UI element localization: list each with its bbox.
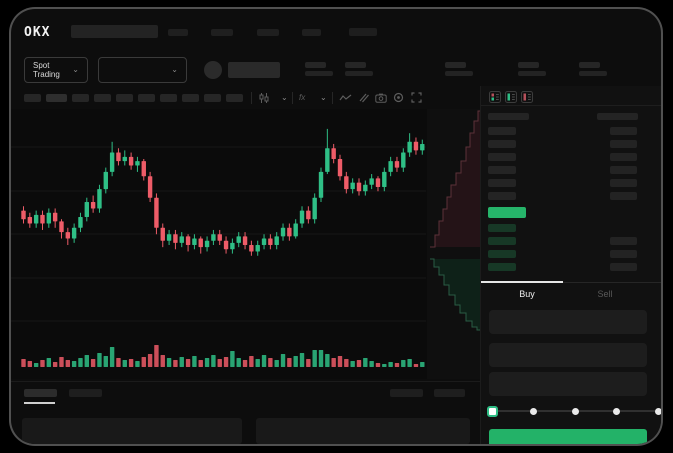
chevron-down-icon[interactable]: ⌄	[320, 93, 327, 102]
order-book-trade-panel: Buy Sell	[480, 86, 661, 444]
trading-mode-selector[interactable]: Spot Trading ⌄	[24, 57, 88, 83]
ask-amount-placeholder[interactable]	[610, 179, 637, 187]
bid-price-placeholder[interactable]	[488, 263, 516, 271]
slider-stop-dot[interactable]	[530, 407, 537, 415]
orderbook-layout-both-icon[interactable]	[489, 91, 501, 103]
ask-price-placeholder[interactable]	[488, 140, 516, 148]
coin-avatar[interactable]	[204, 61, 222, 79]
orders-tab[interactable]	[69, 389, 102, 397]
candlestick-chart[interactable]	[11, 109, 481, 379]
timeframe-button[interactable]	[204, 94, 221, 102]
last-price-indicator[interactable]	[488, 207, 526, 218]
tab-sell[interactable]: Sell	[597, 289, 613, 299]
pair-selector[interactable]: ⌄	[98, 57, 187, 83]
stat-value-placeholder	[445, 71, 473, 76]
ask-amount-placeholder[interactable]	[610, 153, 637, 161]
slider-handle[interactable]	[486, 405, 498, 417]
timeframe-button[interactable]	[72, 94, 89, 102]
stat-value-placeholder	[518, 71, 546, 76]
stat-value-placeholder	[345, 71, 373, 76]
timeframe-button[interactable]	[94, 94, 111, 102]
timeframe-button[interactable]	[24, 94, 41, 102]
orders-action-button[interactable]	[434, 389, 465, 397]
camera-screenshot-icon[interactable]	[375, 93, 387, 103]
stat-value-placeholder	[579, 71, 607, 76]
nav-item-placeholder[interactable]	[257, 29, 279, 36]
orderbook-col-header-amount	[597, 113, 638, 120]
orderbook-layout-asks-icon[interactable]	[521, 91, 533, 103]
timeframe-button[interactable]	[226, 94, 243, 102]
chevron-down-icon[interactable]: ⌄	[281, 93, 288, 102]
header-right-item[interactable]	[349, 28, 377, 36]
timeframe-button[interactable]	[116, 94, 133, 102]
stat-label-placeholder	[579, 62, 600, 68]
trading-app-window: OKX Spot Trading ⌄ ⌄ ⌄ fx ⌄	[9, 7, 663, 446]
section-divider	[11, 381, 481, 382]
ask-amount-placeholder[interactable]	[610, 140, 637, 148]
price-input[interactable]	[489, 310, 647, 334]
chevron-down-icon: ⌄	[72, 65, 79, 74]
bid-amount-placeholder[interactable]	[610, 263, 637, 271]
toolbar-divider	[332, 92, 333, 104]
total-input[interactable]	[489, 372, 647, 396]
nav-item-placeholder[interactable]	[302, 29, 321, 36]
orders-table-placeholder	[22, 418, 242, 444]
indicators-icon[interactable]: fx	[299, 93, 306, 102]
ask-price-placeholder[interactable]	[488, 192, 516, 200]
slider-stop-dot[interactable]	[654, 407, 661, 415]
stat-label-placeholder	[345, 62, 366, 68]
bid-amount-placeholder[interactable]	[610, 237, 637, 245]
tab-buy[interactable]: Buy	[519, 289, 535, 299]
panel-divider	[481, 105, 661, 106]
ask-price-placeholder[interactable]	[488, 166, 516, 174]
timeframe-button[interactable]	[46, 94, 67, 102]
timeframe-button[interactable]	[138, 94, 155, 102]
orders-action-button[interactable]	[390, 389, 423, 397]
ask-price-placeholder[interactable]	[488, 127, 516, 135]
stat-label-placeholder	[518, 62, 539, 68]
orders-table-placeholder	[256, 418, 470, 444]
orderbook-layout-bids-icon[interactable]	[505, 91, 517, 103]
active-tab-indicator	[481, 281, 563, 283]
stat-label-placeholder	[445, 62, 466, 68]
ask-price-placeholder[interactable]	[488, 179, 516, 187]
nav-item-placeholder[interactable]	[168, 29, 188, 36]
amount-input[interactable]	[489, 343, 647, 367]
search-input[interactable]	[71, 25, 158, 38]
timeframe-button[interactable]	[160, 94, 177, 102]
bid-price-placeholder[interactable]	[488, 237, 516, 245]
toolbar-divider	[292, 92, 293, 104]
settings-gear-icon[interactable]	[393, 92, 404, 103]
bid-amount-placeholder[interactable]	[610, 250, 637, 258]
orders-tab-active[interactable]	[24, 389, 57, 397]
bid-price-placeholder[interactable]	[488, 224, 516, 232]
line-tool-icon[interactable]	[339, 93, 352, 103]
stat-value-placeholder	[305, 71, 333, 76]
bid-price-placeholder[interactable]	[488, 250, 516, 258]
timeframe-button[interactable]	[182, 94, 199, 102]
nav-item-placeholder[interactable]	[211, 29, 233, 36]
stat-label-placeholder	[305, 62, 326, 68]
buy-submit-button[interactable]	[489, 429, 647, 444]
orderbook-col-header-price	[488, 113, 529, 120]
ask-amount-placeholder[interactable]	[610, 166, 637, 174]
ask-price-placeholder[interactable]	[488, 153, 516, 161]
toolbar-divider	[251, 92, 252, 104]
candle-chart-type-icon[interactable]	[258, 92, 270, 104]
slider-stop-dot[interactable]	[613, 407, 620, 415]
active-tab-underline	[24, 402, 55, 404]
ask-amount-placeholder[interactable]	[610, 127, 637, 135]
slider-stop-dot[interactable]	[571, 407, 579, 415]
pair-name-placeholder	[228, 62, 280, 78]
fullscreen-icon[interactable]	[411, 92, 422, 103]
trading-mode-label: Spot Trading	[33, 61, 60, 79]
drawing-tools-icon[interactable]	[358, 92, 369, 103]
ask-amount-placeholder[interactable]	[610, 192, 637, 200]
tabbar-divider	[481, 282, 661, 283]
okx-logo[interactable]: OKX	[24, 25, 51, 40]
chevron-down-icon: ⌄	[171, 65, 178, 74]
